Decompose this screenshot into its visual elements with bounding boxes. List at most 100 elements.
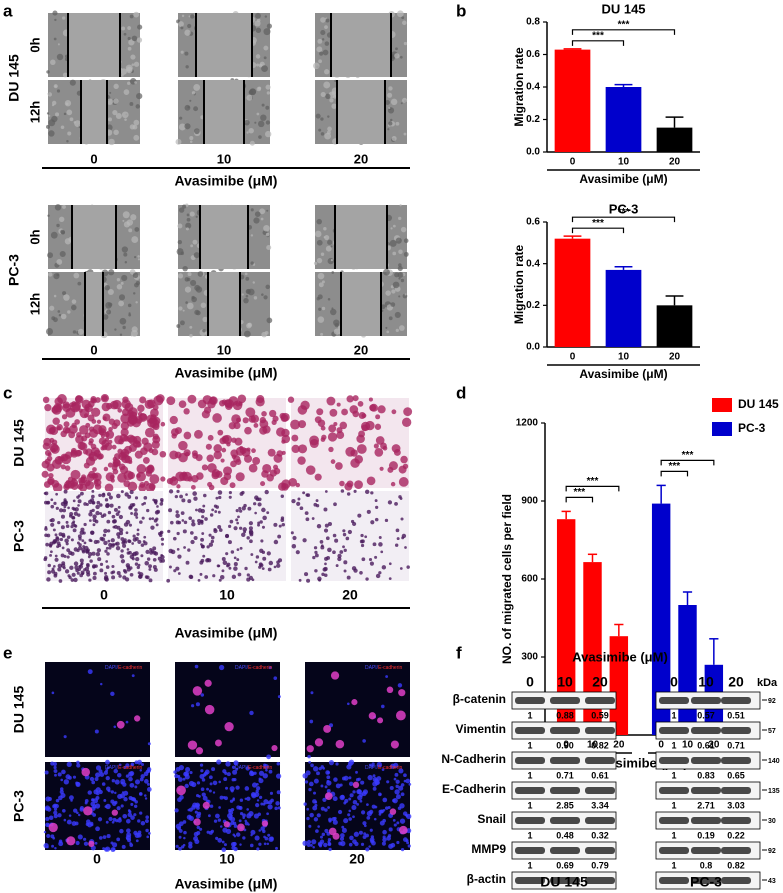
nucleus	[327, 838, 332, 842]
stained-cell	[233, 526, 238, 531]
stained-cell	[63, 505, 67, 509]
stained-cell	[85, 502, 89, 506]
stained-cell	[178, 440, 188, 451]
kda-label: 57	[768, 728, 776, 735]
stained-cell	[100, 537, 106, 542]
image-texture	[127, 46, 132, 51]
stained-cell	[175, 566, 180, 571]
image-texture	[137, 258, 141, 261]
nucleus	[399, 818, 406, 824]
significance-label: ***	[682, 450, 694, 461]
label: Avasimibe (μM)	[175, 625, 278, 641]
image-texture	[130, 54, 136, 60]
stained-cell	[276, 563, 281, 568]
nucleus	[125, 774, 130, 778]
stained-cell	[335, 564, 339, 568]
wound-area	[337, 80, 385, 144]
stained-cell	[259, 416, 266, 424]
stained-cell	[51, 448, 56, 453]
image-texture	[249, 88, 257, 96]
stained-cell	[374, 555, 378, 559]
image-texture	[324, 234, 330, 241]
protein-label: β-actin	[467, 872, 506, 886]
image-texture	[177, 239, 183, 245]
blot-band	[550, 787, 580, 794]
stained-cell	[369, 403, 378, 412]
nucleus	[357, 794, 363, 801]
significance-bracket	[571, 40, 625, 46]
image-texture	[256, 112, 260, 116]
legend-swatch	[712, 398, 732, 412]
label: 20	[342, 587, 358, 603]
stained-cell	[111, 514, 116, 519]
image-texture	[331, 307, 334, 310]
stained-cell	[388, 562, 392, 566]
wound-area	[341, 272, 381, 336]
stained-cell	[292, 535, 297, 541]
nucleus	[326, 779, 330, 783]
nucleus	[386, 780, 390, 784]
stained-cell	[58, 508, 64, 513]
stained-cell	[48, 472, 54, 479]
stained-cell	[183, 520, 188, 525]
stained-cell	[253, 502, 257, 506]
stained-cell	[394, 543, 399, 547]
stained-cell	[136, 532, 140, 536]
nucleus	[212, 791, 216, 794]
nucleus	[262, 773, 268, 779]
stained-cell	[91, 489, 95, 493]
image-texture	[391, 289, 396, 294]
nucleus	[400, 847, 405, 852]
stained-cell	[178, 400, 187, 409]
label: 0.8	[700, 860, 713, 870]
nucleus	[200, 787, 205, 792]
stained-cell	[152, 416, 161, 426]
stained-cell	[201, 410, 210, 419]
nucleus	[326, 789, 331, 794]
image-texture	[69, 79, 76, 86]
stain-dapi: DAPI/	[105, 765, 119, 771]
image-texture	[113, 83, 119, 90]
ecadherin-signal	[335, 739, 345, 749]
stained-cell	[329, 408, 338, 417]
nucleus	[256, 847, 260, 851]
stained-cell	[257, 521, 261, 525]
label: 20	[669, 157, 681, 168]
stained-cell	[57, 563, 63, 569]
image-texture	[265, 105, 270, 110]
nucleus	[130, 802, 134, 806]
blot-band	[550, 877, 580, 884]
kda-label: 140	[768, 758, 780, 765]
stained-cell	[72, 499, 76, 503]
stained-cell	[53, 501, 57, 506]
nucleus	[231, 778, 235, 782]
bar	[605, 269, 642, 347]
stained-cell	[117, 408, 123, 413]
y-tick-label: 0.8	[526, 17, 540, 28]
stained-cell	[107, 510, 112, 515]
label: 0.65	[727, 770, 745, 780]
stained-cell	[96, 419, 102, 424]
nucleus	[183, 836, 186, 840]
image-texture	[130, 214, 137, 221]
nucleus	[340, 840, 346, 847]
image-texture	[180, 320, 185, 326]
label: 0.71	[556, 770, 574, 780]
stained-cell	[375, 573, 381, 579]
stained-cell	[105, 430, 115, 439]
image-texture	[256, 63, 260, 67]
image-texture	[116, 278, 121, 282]
image-texture	[47, 214, 50, 217]
image-texture	[261, 65, 268, 73]
nucleus	[215, 813, 220, 819]
nucleus	[178, 846, 182, 851]
stained-cell	[41, 470, 49, 478]
blot-band	[515, 787, 545, 794]
stained-cell	[63, 483, 70, 491]
nucleus	[396, 840, 400, 845]
nucleus	[362, 789, 369, 795]
image-texture	[263, 45, 269, 51]
nucleus	[386, 836, 391, 841]
image-texture	[60, 125, 65, 130]
image-texture	[325, 93, 331, 99]
